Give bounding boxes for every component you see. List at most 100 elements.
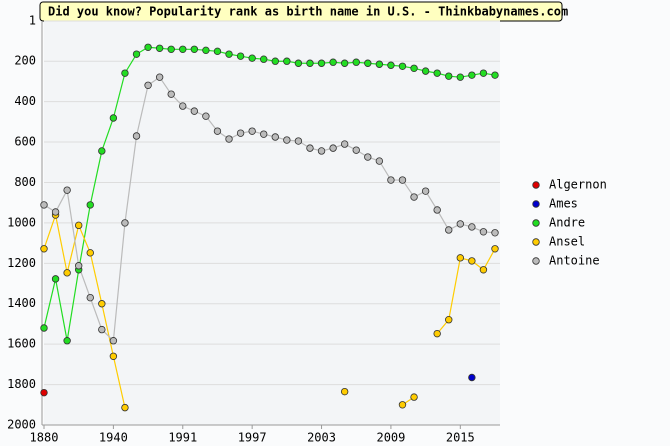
y-tick-label: 800 bbox=[14, 175, 36, 189]
data-point bbox=[491, 245, 499, 253]
legend-label: Ansel bbox=[549, 235, 585, 249]
y-tick-label: 1400 bbox=[7, 296, 36, 310]
data-point bbox=[410, 64, 418, 72]
data-point bbox=[387, 176, 395, 184]
data-point bbox=[155, 44, 164, 52]
data-point bbox=[479, 69, 488, 77]
legend-label: Andre bbox=[549, 216, 585, 230]
data-point bbox=[121, 219, 129, 227]
data-point bbox=[132, 50, 141, 58]
data-point bbox=[306, 59, 314, 67]
x-tick-label: 2003 bbox=[307, 431, 336, 445]
data-point bbox=[40, 388, 48, 397]
data-point bbox=[479, 266, 488, 274]
legend-label: Antoine bbox=[549, 254, 600, 268]
y-tick-label: 1800 bbox=[7, 377, 36, 391]
y-tick-label: 1000 bbox=[7, 215, 36, 229]
data-point bbox=[179, 102, 187, 110]
x-tick-label: 1940 bbox=[99, 431, 128, 445]
data-point bbox=[86, 293, 94, 302]
data-point bbox=[491, 71, 499, 79]
y-tick-label: 1600 bbox=[7, 337, 36, 351]
legend-label: Ames bbox=[549, 197, 578, 211]
data-point bbox=[364, 153, 372, 161]
data-point bbox=[479, 228, 488, 236]
y-tick-label: 400 bbox=[14, 94, 36, 108]
x-tick-label: 2009 bbox=[376, 431, 405, 445]
data-point bbox=[260, 130, 268, 138]
data-point bbox=[468, 71, 476, 79]
data-point bbox=[294, 59, 303, 67]
data-point bbox=[398, 176, 407, 184]
data-point bbox=[40, 324, 48, 332]
data-point bbox=[236, 52, 245, 60]
data-point bbox=[398, 401, 407, 409]
data-point bbox=[283, 136, 291, 144]
data-point bbox=[40, 245, 48, 253]
data-point bbox=[248, 127, 256, 135]
data-point bbox=[51, 208, 60, 216]
data-point bbox=[121, 69, 129, 77]
data-point bbox=[445, 72, 453, 80]
legend-marker bbox=[532, 257, 540, 265]
data-point bbox=[364, 59, 372, 67]
data-point bbox=[86, 249, 94, 257]
data-point bbox=[433, 329, 441, 338]
data-point bbox=[468, 373, 476, 382]
data-point bbox=[352, 58, 360, 66]
data-point bbox=[202, 112, 210, 120]
y-tick-label: 1 bbox=[29, 14, 36, 28]
legend-marker bbox=[532, 181, 540, 189]
data-point bbox=[283, 57, 291, 65]
data-point bbox=[132, 132, 141, 140]
data-point bbox=[456, 254, 465, 262]
y-tick-label: 600 bbox=[14, 135, 36, 149]
legend-marker bbox=[532, 238, 540, 246]
data-point bbox=[98, 300, 106, 308]
data-point bbox=[375, 60, 384, 68]
data-point bbox=[317, 147, 326, 155]
data-point bbox=[468, 257, 476, 265]
data-point bbox=[410, 193, 418, 201]
data-point bbox=[387, 61, 395, 69]
data-point bbox=[213, 47, 222, 56]
data-point bbox=[340, 59, 349, 67]
data-point bbox=[167, 45, 175, 53]
data-point bbox=[294, 137, 303, 145]
data-point bbox=[109, 114, 118, 122]
data-point bbox=[179, 45, 187, 53]
data-point bbox=[329, 144, 337, 152]
data-point bbox=[144, 43, 152, 51]
data-point bbox=[236, 129, 245, 137]
data-point bbox=[421, 187, 430, 195]
data-point bbox=[213, 127, 222, 135]
legend-marker bbox=[532, 219, 540, 227]
chart-title: Did you know? Popularity rank as birth n… bbox=[48, 5, 568, 19]
data-point bbox=[74, 262, 83, 270]
data-point bbox=[63, 269, 71, 277]
x-tick-label: 1991 bbox=[168, 431, 197, 445]
y-tick-label: 200 bbox=[14, 54, 36, 68]
data-point bbox=[352, 146, 360, 154]
data-point bbox=[98, 325, 106, 334]
data-point bbox=[271, 133, 279, 141]
data-point bbox=[74, 221, 83, 230]
data-point bbox=[456, 73, 465, 81]
data-point bbox=[225, 50, 233, 58]
data-point bbox=[167, 90, 175, 98]
data-point bbox=[144, 81, 152, 89]
data-point bbox=[260, 55, 268, 63]
data-point bbox=[340, 387, 349, 396]
data-point bbox=[491, 229, 499, 237]
x-tick-label: 1880 bbox=[30, 431, 59, 445]
data-point bbox=[271, 57, 279, 65]
series-line bbox=[43, 76, 496, 343]
data-point bbox=[410, 393, 418, 401]
data-point bbox=[109, 337, 118, 345]
data-point bbox=[248, 54, 256, 62]
data-point bbox=[190, 45, 199, 53]
data-point bbox=[109, 352, 118, 360]
data-point bbox=[433, 206, 441, 214]
